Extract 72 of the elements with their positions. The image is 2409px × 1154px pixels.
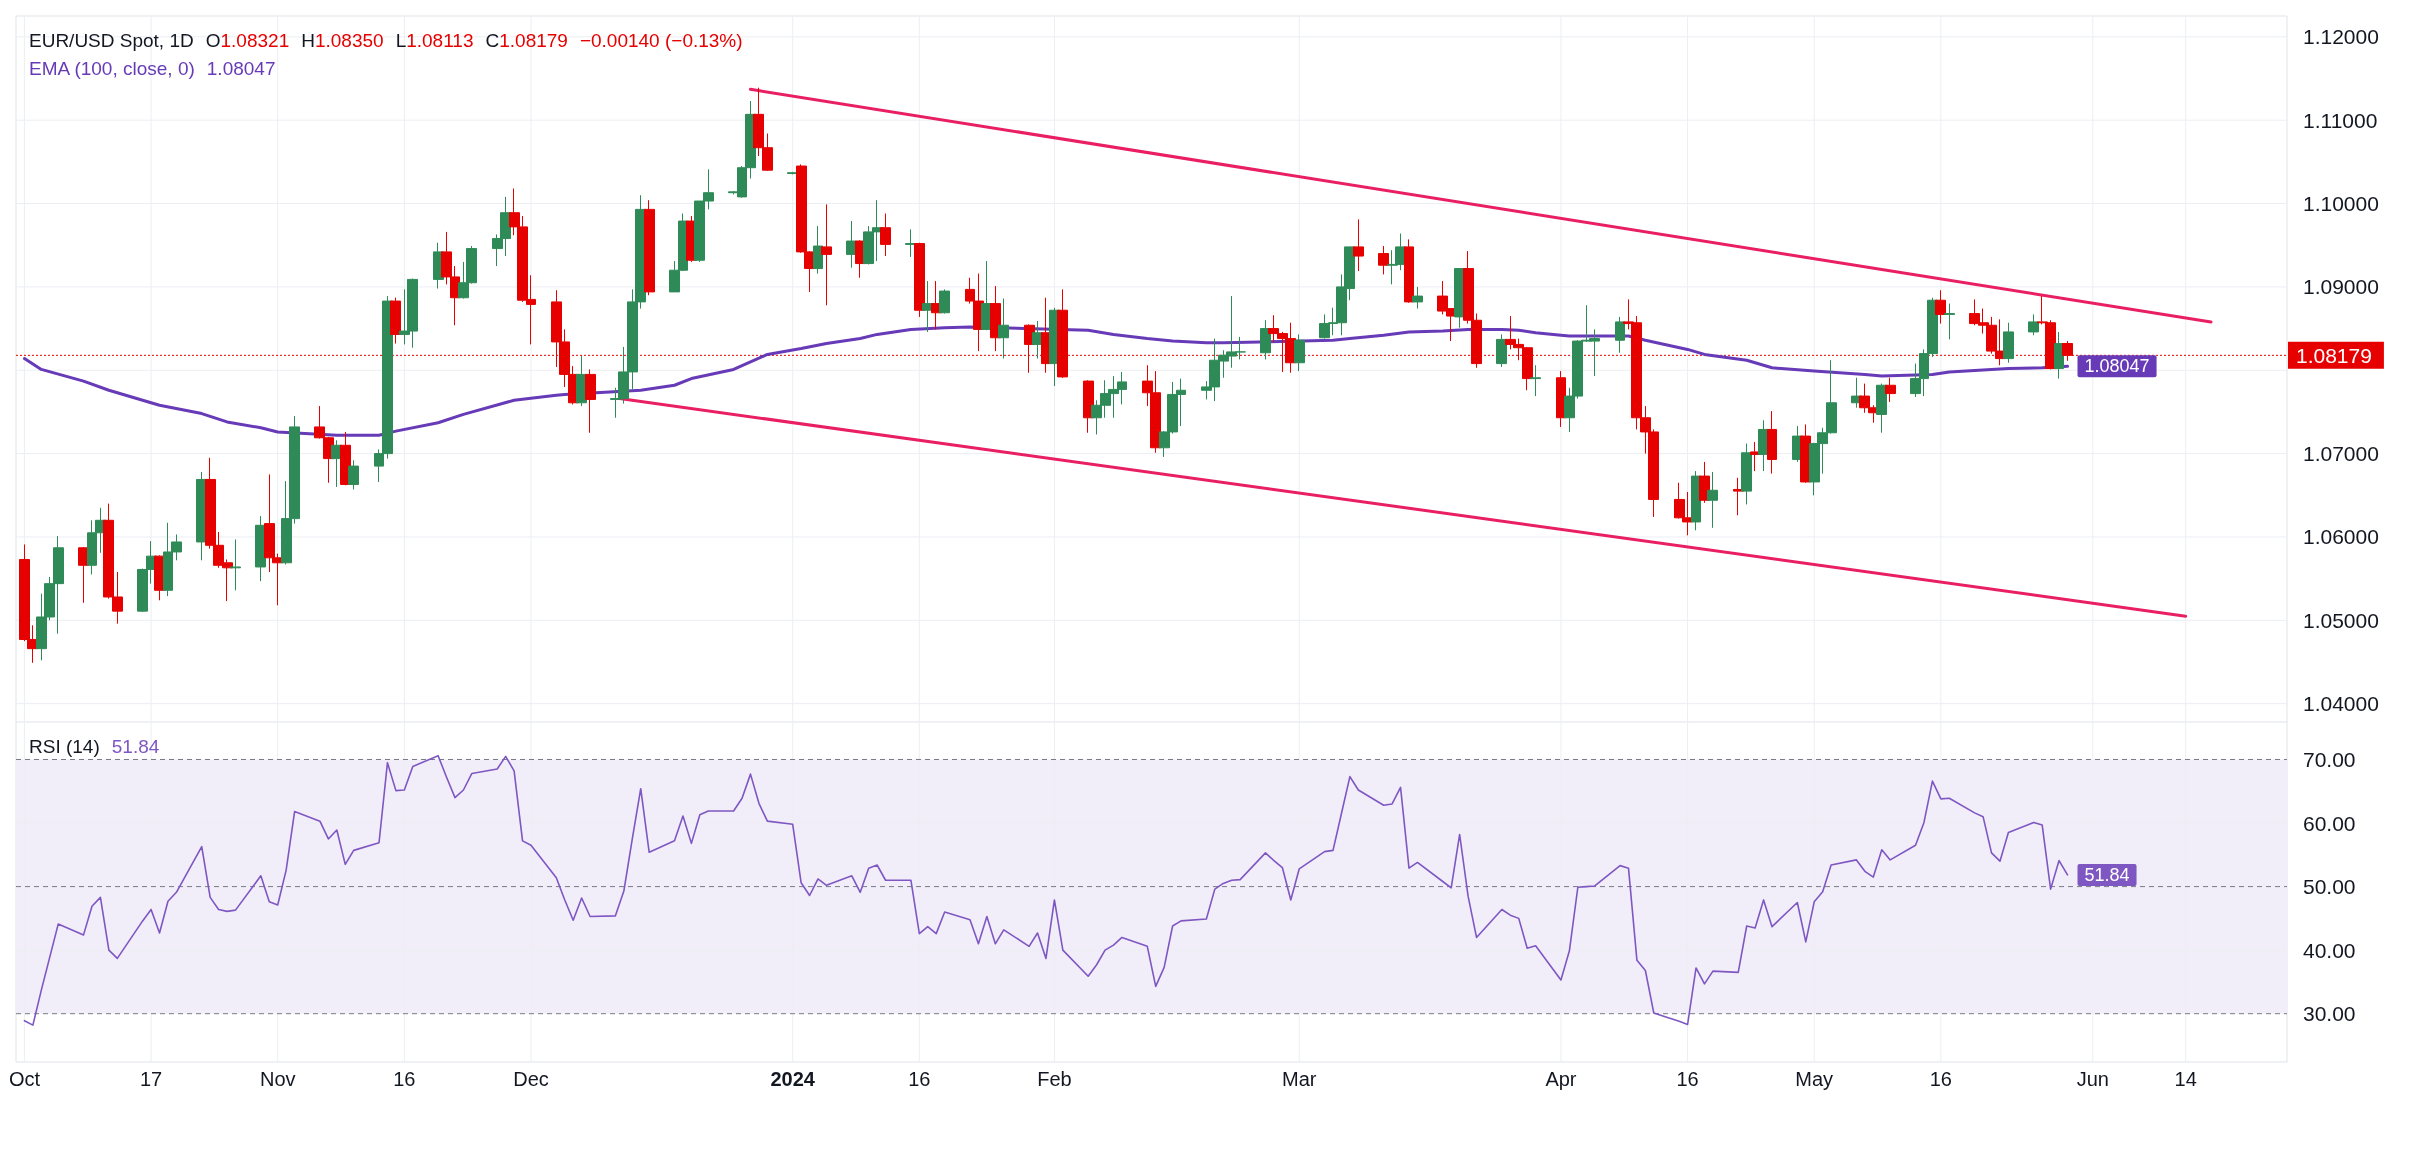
x-tick-label: May (1795, 1068, 1834, 1090)
x-tick-label: 2024 (770, 1068, 816, 1090)
x-tick-label: 16 (1676, 1068, 1699, 1090)
x-tick-label: Dec (513, 1068, 549, 1090)
x-tick-label: 16 (393, 1068, 416, 1090)
y-tick-label: 1.10000 (2303, 192, 2379, 216)
x-tick-label: 16 (1929, 1068, 1952, 1090)
candlestick (813, 225, 823, 275)
y-tick-label: 1.06000 (2303, 525, 2379, 549)
candlestick (644, 199, 655, 296)
candlestick (1496, 333, 1507, 368)
candlestick (914, 242, 925, 318)
candlestick (1767, 410, 1777, 475)
x-tick-label: 17 (139, 1068, 163, 1090)
x-tick-label: 14 (2174, 1068, 2197, 1090)
x-tick-label: Jun (2076, 1068, 2109, 1090)
y-tick-label: 1.07000 (2303, 442, 2379, 466)
candlestick (1707, 471, 1718, 529)
candlestick (390, 297, 401, 345)
x-tick-label: Apr (1545, 1068, 1577, 1090)
candlestick (1741, 443, 1752, 505)
y-tick-label: 1.05000 (2303, 608, 2379, 632)
candlestick (1876, 383, 1887, 434)
candlestick (998, 298, 1009, 360)
y-tick-label: 70.00 (2303, 748, 2356, 771)
candlestick (348, 459, 359, 490)
y-tick-label: 1.12000 (2303, 25, 2379, 49)
y-tick-label: 1.09000 (2303, 275, 2379, 299)
candlestick (230, 538, 241, 591)
text: 1.08047 (206, 58, 276, 79)
candlestick (1885, 377, 1896, 403)
y-tick-label: 1.04000 (2303, 692, 2379, 716)
annotation: −0.00140 (−0.13%) (579, 29, 743, 53)
candlestick (821, 203, 832, 306)
text: 51.84 (111, 736, 160, 757)
candlestick (880, 213, 891, 257)
y-tick-label: 50.00 (2303, 875, 2356, 899)
candlestick (1353, 218, 1364, 272)
x-tick-label: Mar (1282, 1068, 1317, 1090)
x-tick-label: Nov (259, 1068, 296, 1090)
annotation: C1.08179 (485, 30, 568, 51)
candlestick (1412, 286, 1423, 310)
x-tick-label: 16 (908, 1068, 931, 1090)
y-tick-label: 60.00 (2303, 811, 2356, 835)
y-tick-label: 40.00 (2303, 938, 2356, 962)
candlestick (1294, 333, 1305, 372)
y-tick-label: 30.00 (2303, 1002, 2356, 1026)
data-label: 51.84 (2084, 864, 2130, 885)
y-tick-label: 1.11000 (2303, 108, 2378, 132)
annotation: H1.08350 (301, 30, 384, 51)
candlestick (1944, 303, 1955, 340)
candlestick (2054, 331, 2064, 380)
candlestick (939, 288, 950, 315)
ref-line-label: 1.08179 (2296, 343, 2372, 367)
candlestick (1260, 319, 1271, 360)
text: EUR/USD Spot, 1D (29, 29, 194, 53)
x-tick-label: Feb (1037, 1068, 1072, 1090)
candlestick (2028, 313, 2039, 336)
candlestick (1378, 245, 1389, 275)
candlestick (1615, 316, 1625, 354)
candlestick (905, 228, 916, 258)
candlestick (1530, 364, 1541, 397)
text: EMA (100, close, 0) (29, 57, 195, 81)
annotation: O1.08321 (205, 30, 290, 51)
x-tick-label: Oct (8, 1068, 41, 1090)
candlestick (1404, 238, 1414, 304)
data-label: 1.08047 (2084, 356, 2150, 377)
candlestick (585, 368, 596, 434)
text: RSI (14) (29, 735, 100, 759)
annotation: L1.08113 (395, 30, 474, 51)
candlestick (2003, 322, 2014, 364)
candlestick (1935, 289, 1946, 325)
